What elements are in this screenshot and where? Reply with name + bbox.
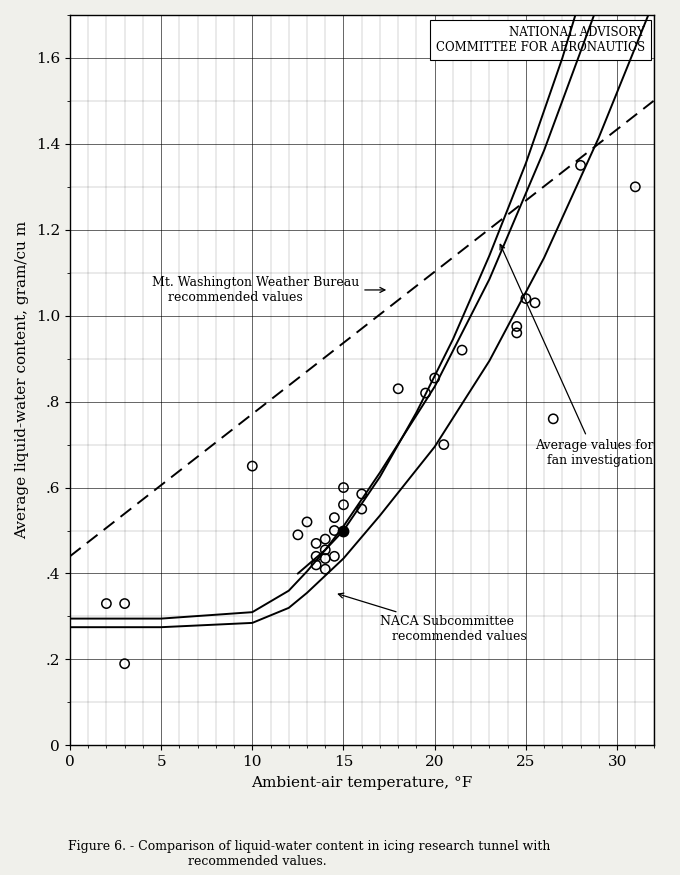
Point bbox=[338, 523, 349, 537]
Point bbox=[420, 386, 431, 400]
Point bbox=[338, 498, 349, 512]
Point bbox=[320, 532, 330, 546]
Point bbox=[439, 438, 449, 452]
Point bbox=[119, 657, 130, 671]
Point bbox=[329, 523, 340, 537]
Point bbox=[311, 558, 322, 572]
Point bbox=[320, 542, 330, 556]
Y-axis label: Average liquid-water content, gram/cu m: Average liquid-water content, gram/cu m bbox=[15, 221, 29, 539]
Point bbox=[530, 296, 541, 310]
Point bbox=[247, 459, 258, 473]
Point bbox=[301, 514, 312, 528]
Text: Figure 6. - Comparison of liquid-water content in icing research tunnel with
   : Figure 6. - Comparison of liquid-water c… bbox=[68, 840, 550, 868]
Point bbox=[456, 343, 467, 357]
Point bbox=[311, 550, 322, 564]
Point bbox=[520, 291, 531, 305]
Text: Average values for
   fan investigation: Average values for fan investigation bbox=[500, 244, 653, 467]
Point bbox=[511, 326, 522, 340]
Point bbox=[311, 536, 322, 550]
Point bbox=[511, 319, 522, 333]
Point bbox=[101, 597, 112, 611]
Point bbox=[329, 511, 340, 525]
Point bbox=[119, 597, 130, 611]
X-axis label: Ambient-air temperature, °F: Ambient-air temperature, °F bbox=[251, 776, 473, 790]
Point bbox=[356, 487, 367, 501]
Point bbox=[429, 371, 440, 385]
Point bbox=[320, 551, 330, 565]
Point bbox=[630, 180, 641, 194]
Text: NACA Subcommittee
   recommended values: NACA Subcommittee recommended values bbox=[339, 593, 527, 643]
Point bbox=[338, 480, 349, 494]
Point bbox=[329, 550, 340, 564]
Text: NATIONAL ADVISORY
COMMITTEE FOR AERONAUTICS: NATIONAL ADVISORY COMMITTEE FOR AERONAUT… bbox=[436, 26, 645, 54]
Point bbox=[575, 158, 586, 172]
Point bbox=[393, 382, 404, 396]
Point bbox=[548, 412, 559, 426]
Point bbox=[292, 528, 303, 542]
Point bbox=[356, 502, 367, 516]
Text: Mt. Washington Weather Bureau
    recommended values: Mt. Washington Weather Bureau recommende… bbox=[152, 276, 385, 304]
Point bbox=[320, 563, 330, 577]
